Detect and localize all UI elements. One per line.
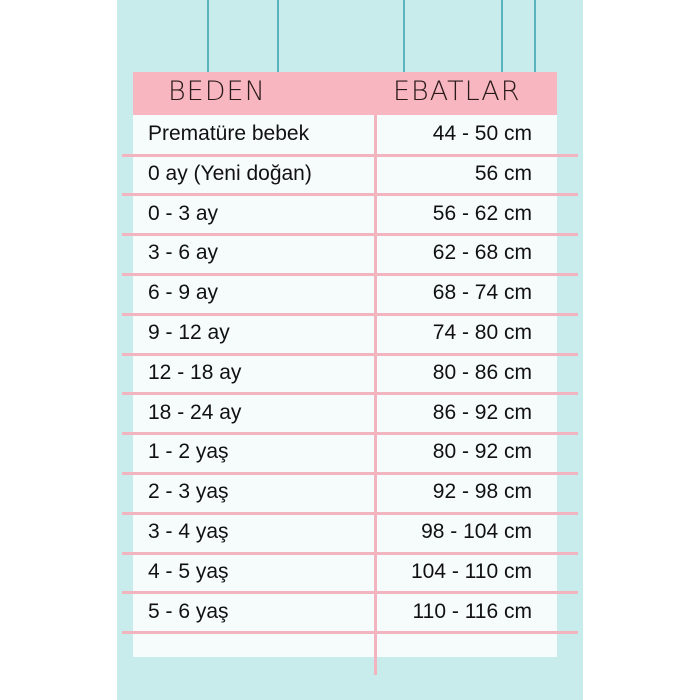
- row-divider: [122, 233, 578, 237]
- size-cell: 4 - 5 yaş: [148, 559, 229, 583]
- measure-cell: 68 - 74 cm: [432, 281, 532, 305]
- table-row: 0 ay (Yeni doğan) 56 cm: [133, 155, 557, 195]
- measure-cell: 80 - 86 cm: [432, 360, 532, 384]
- size-cell: 5 - 6 yaş: [148, 599, 229, 623]
- size-cell: 6 - 9 ay: [148, 281, 219, 305]
- header-measurements: EBATLAR: [393, 76, 521, 107]
- row-divider: [122, 511, 578, 515]
- table-row: 1 - 2 yaş 80 - 92 cm: [133, 433, 557, 473]
- row-divider: [122, 471, 578, 475]
- size-cell: 12 - 18 ay: [148, 360, 242, 384]
- table-header: [133, 72, 557, 115]
- row-divider: [122, 352, 578, 356]
- hanging-string: [277, 0, 279, 72]
- measure-cell: 110 - 116 cm: [412, 599, 532, 623]
- measure-cell: 44 - 50 cm: [432, 122, 532, 145]
- table-row: 4 - 5 yaş 104 - 110 cm: [133, 553, 557, 593]
- hanging-string: [403, 0, 405, 72]
- size-cell: 9 - 12 ay: [148, 321, 230, 344]
- row-divider: [122, 631, 578, 635]
- table-row: 2 - 3 yaş 92 - 98 cm: [133, 473, 557, 513]
- measure-cell: 62 - 68 cm: [432, 241, 532, 265]
- table-row: 18 - 24 ay 86 - 92 cm: [133, 394, 557, 434]
- measure-cell: 56 cm: [474, 161, 532, 185]
- hanging-string: [501, 0, 503, 72]
- table-row: 3 - 6 ay 62 - 68 cm: [133, 234, 557, 274]
- table-row: 6 - 9 ay 68 - 74 cm: [133, 274, 557, 314]
- size-cell: 0 - 3 ay: [148, 201, 219, 225]
- measure-cell: 98 - 104 cm: [421, 520, 532, 543]
- header-size: BEDEN: [168, 76, 266, 107]
- measure-cell: 92 - 98 cm: [432, 480, 532, 504]
- measure-cell: 86 - 92 cm: [432, 400, 532, 424]
- row-divider: [122, 591, 578, 595]
- table-row: Prematüre bebek 44 - 50 cm: [133, 115, 557, 155]
- size-cell: Prematüre bebek: [148, 122, 310, 145]
- table-row: 5 - 6 yaş 110 - 116 cm: [133, 593, 557, 633]
- size-cell: 1 - 2 yaş: [148, 440, 229, 464]
- measure-cell: 80 - 92 cm: [432, 440, 532, 464]
- table-row: 12 - 18 ay 80 - 86 cm: [133, 354, 557, 394]
- size-cell: 3 - 4 yaş: [148, 520, 229, 543]
- row-divider: [122, 312, 578, 316]
- row-divider: [122, 392, 578, 396]
- size-cell: 0 ay (Yeni doğan): [148, 161, 312, 185]
- measure-cell: 56 - 62 cm: [432, 201, 532, 225]
- measure-cell: 104 - 110 cm: [410, 559, 532, 583]
- size-table: [133, 72, 557, 657]
- row-divider: [122, 432, 578, 436]
- size-cell: 18 - 24 ay: [148, 400, 242, 424]
- row-divider: [122, 551, 578, 555]
- row-divider: [122, 193, 578, 197]
- table-row: 9 - 12 ay 74 - 80 cm: [133, 314, 557, 354]
- size-cell: 2 - 3 yaş: [148, 480, 229, 504]
- measure-cell: 74 - 80 cm: [432, 321, 532, 344]
- row-divider: [122, 272, 578, 276]
- row-divider: [122, 153, 578, 157]
- table-row: 0 - 3 ay 56 - 62 cm: [133, 195, 557, 235]
- table-row: 3 - 4 yaş 98 - 104 cm: [133, 513, 557, 553]
- size-cell: 3 - 6 ay: [148, 241, 219, 265]
- hanging-string: [534, 0, 536, 72]
- hanging-string: [207, 0, 209, 72]
